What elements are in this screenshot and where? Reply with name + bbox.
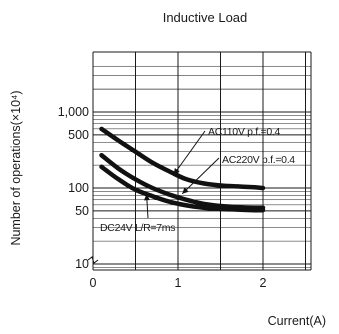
series-line-2 <box>99 152 266 210</box>
annotation-label: AC110V p.f.=0.4 <box>208 126 281 138</box>
series-annotations: AC110V p.f.=0.4 AC220V p.f.=0.4 DC24V L/R=… <box>100 126 296 234</box>
axis-ticks: 0 1 2 10 50 100 500 1,000 <box>58 105 267 290</box>
annotation-arrowhead <box>143 194 150 201</box>
y-axis-label: Number of operations(×10⁴) <box>9 90 23 245</box>
annotation-leader <box>181 157 220 195</box>
annotation-arrowhead <box>182 187 189 194</box>
annotation-label: AC220V p.f.=0.4 <box>222 154 295 166</box>
annotation-leader <box>173 130 206 175</box>
axis-break-mark <box>87 256 99 264</box>
y-tick-label: 100 <box>68 181 89 195</box>
y-tick-label: 500 <box>68 128 89 142</box>
y-tick-label: 50 <box>75 204 89 218</box>
x-tick-label: 0 <box>90 276 97 290</box>
y-tick-label: 1,000 <box>58 105 89 119</box>
x-tick-label: 2 <box>260 276 267 290</box>
series-line-3 <box>99 164 266 213</box>
chart-title: Inductive Load <box>163 10 248 25</box>
x-axis-label: Current(A) <box>268 314 326 328</box>
series-lines <box>99 126 266 213</box>
series-line-1 <box>99 126 266 191</box>
y-tick-label: 10 <box>75 257 89 271</box>
annotation-arrowhead <box>173 167 180 175</box>
x-tick-label: 1 <box>175 276 182 290</box>
annotation-label: DC24V L/R=7ms <box>100 222 175 234</box>
